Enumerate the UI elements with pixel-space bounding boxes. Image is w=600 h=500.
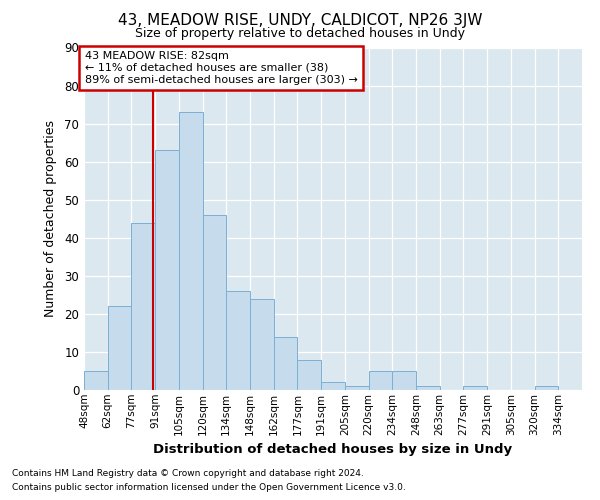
Bar: [131, 222, 155, 390]
Text: Size of property relative to detached houses in Undy: Size of property relative to detached ho…: [135, 28, 465, 40]
Y-axis label: Number of detached properties: Number of detached properties: [44, 120, 58, 318]
Bar: [108, 306, 131, 390]
Bar: [203, 215, 226, 390]
Bar: [226, 291, 250, 390]
Text: Contains HM Land Registry data © Crown copyright and database right 2024.: Contains HM Land Registry data © Crown c…: [12, 468, 364, 477]
Text: Contains public sector information licensed under the Open Government Licence v3: Contains public sector information licen…: [12, 484, 406, 492]
Bar: [274, 336, 298, 390]
Bar: [416, 386, 440, 390]
Bar: [84, 371, 108, 390]
Bar: [368, 371, 392, 390]
Bar: [535, 386, 558, 390]
Bar: [298, 360, 321, 390]
Bar: [321, 382, 345, 390]
Bar: [250, 298, 274, 390]
Bar: [392, 371, 416, 390]
X-axis label: Distribution of detached houses by size in Undy: Distribution of detached houses by size …: [154, 443, 512, 456]
Bar: [155, 150, 179, 390]
Text: 43, MEADOW RISE, UNDY, CALDICOT, NP26 3JW: 43, MEADOW RISE, UNDY, CALDICOT, NP26 3J…: [118, 12, 482, 28]
Bar: [345, 386, 368, 390]
Bar: [463, 386, 487, 390]
Text: 43 MEADOW RISE: 82sqm
← 11% of detached houses are smaller (38)
89% of semi-deta: 43 MEADOW RISE: 82sqm ← 11% of detached …: [85, 52, 358, 84]
Bar: [179, 112, 203, 390]
